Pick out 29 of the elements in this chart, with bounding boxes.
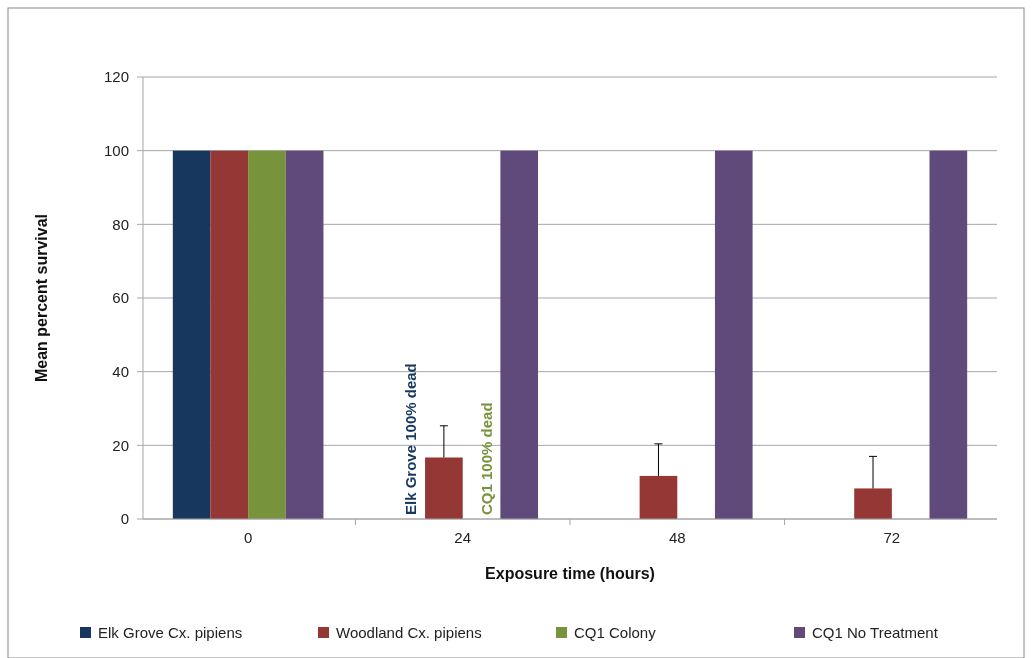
x-tick-label: 72 [883, 529, 901, 546]
bar [248, 150, 286, 519]
bar [929, 150, 968, 519]
bar [854, 488, 892, 519]
y-tick-label: 40 [112, 362, 129, 380]
annotation: CQ1 100% dead [477, 402, 495, 515]
y-tick-label: 80 [112, 215, 129, 233]
legend-label: Elk Grove Cx. pipiens [98, 624, 243, 642]
bar [285, 150, 324, 519]
x-tick-label: 0 [243, 529, 253, 546]
legend-label: Woodland Cx. pipiens [336, 624, 482, 642]
x-tick-label: 48 [668, 529, 686, 546]
bar [500, 150, 539, 519]
legend-label: CQ1 Colony [574, 624, 657, 642]
bar [714, 150, 753, 519]
bar [425, 457, 463, 519]
y-tick-label: 120 [103, 68, 129, 86]
y-tick-label: 100 [103, 141, 129, 159]
bar [639, 475, 678, 519]
y-tick-label: 0 [120, 510, 129, 528]
annotation: Elk Grove 100% dead [402, 363, 420, 515]
x-tick-label: 24 [454, 529, 472, 546]
bar [172, 150, 211, 519]
legend-label: CQ1 No Treatment [812, 624, 939, 642]
y-tick-label: 20 [112, 436, 129, 454]
x-axis-title: Exposure time (hours) [485, 565, 655, 582]
y-axis-title: Mean percent survival [33, 213, 50, 383]
bar [210, 150, 249, 519]
y-tick-label: 60 [112, 289, 129, 307]
